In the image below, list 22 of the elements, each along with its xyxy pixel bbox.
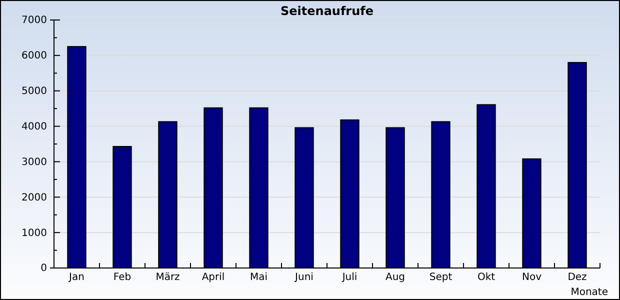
x-tick-label: Juni (294, 272, 314, 283)
x-tick-label: April (202, 272, 225, 283)
y-tick-label: 2000 (22, 192, 47, 204)
y-tick-label: 1000 (22, 228, 47, 239)
x-tick-label: Nov (522, 272, 542, 283)
y-tick-label: 4000 (22, 121, 47, 132)
x-axis-title: Monate (570, 287, 608, 298)
chart-title: Seitenaufrufe (280, 4, 374, 18)
y-tick-label: 6000 (22, 50, 47, 62)
x-tick-label: Sept (429, 272, 452, 283)
x-tick-label: März (156, 272, 180, 283)
x-tick-label: Okt (477, 272, 496, 283)
x-tick-label: Feb (113, 272, 132, 283)
y-tick-label: 7000 (22, 15, 47, 26)
x-tick-label: Jan (68, 272, 84, 283)
x-tick-label: Juli (341, 272, 358, 283)
x-tick-label: Dez (568, 272, 587, 283)
x-tick-label: Mai (250, 272, 268, 283)
y-tick-label: 3000 (22, 156, 47, 168)
y-tick-label: 5000 (22, 86, 47, 98)
x-tick-label: Aug (385, 272, 406, 283)
y-tick-label: 0 (40, 263, 47, 274)
